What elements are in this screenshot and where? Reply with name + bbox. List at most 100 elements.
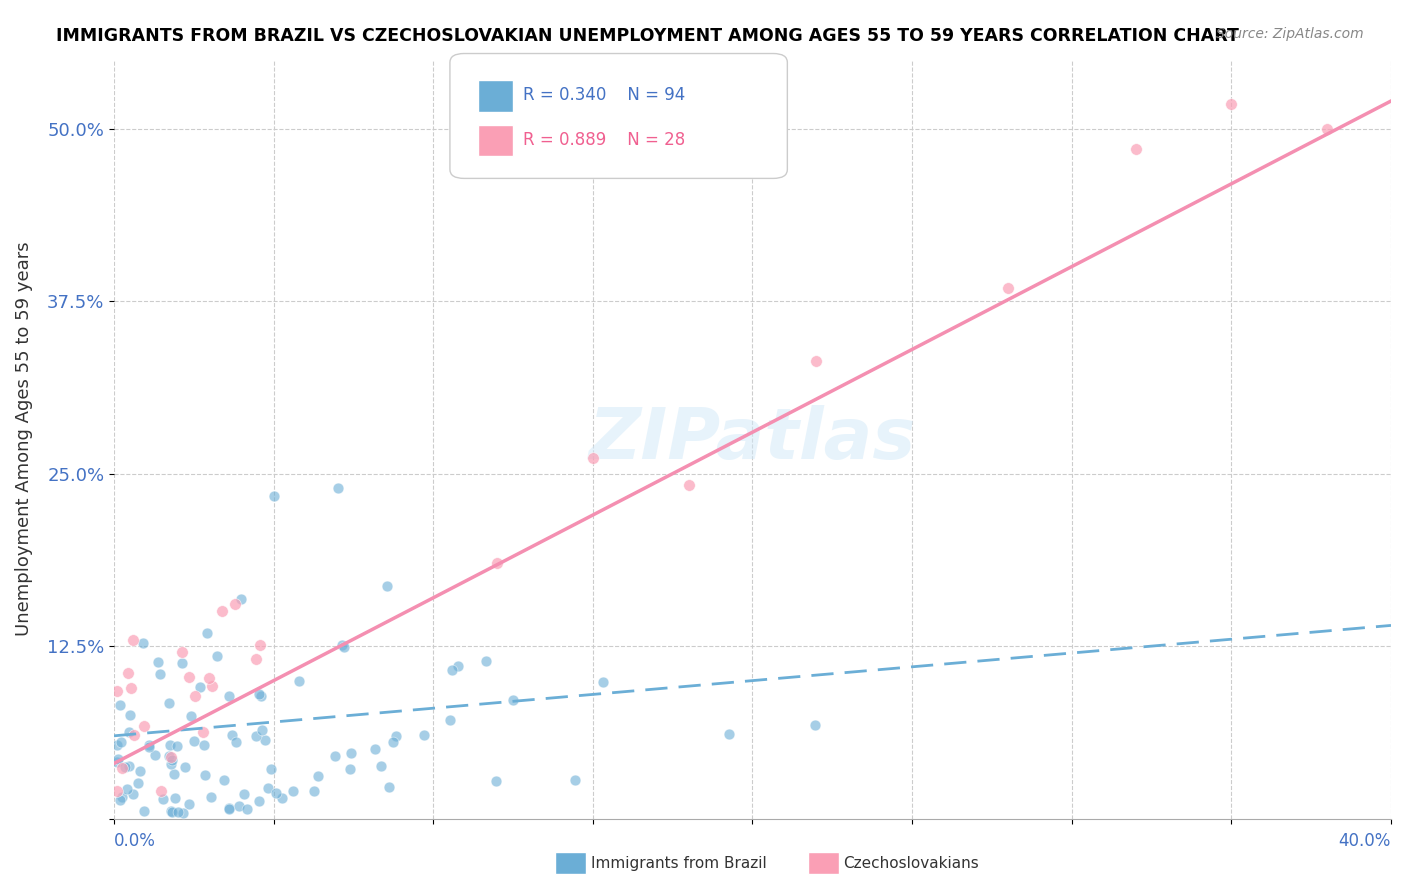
Point (121, 633, 143, 648)
Point (120, 681, 142, 695)
Point (200, 679, 222, 693)
Point (160, 753, 183, 767)
Point (167, 805, 190, 819)
Point (252, 723, 274, 737)
Point (718, 727, 741, 741)
Point (105, 784, 128, 798)
Point (157, 748, 180, 763)
Point (254, 733, 277, 747)
Point (184, 690, 207, 704)
Point (218, 802, 240, 816)
Point (370, 758, 392, 772)
Point (183, 733, 205, 747)
Point (592, 674, 614, 689)
Y-axis label: Unemployment Among Ages 55 to 59 years: Unemployment Among Ages 55 to 59 years (15, 242, 32, 636)
Point (439, 714, 461, 728)
Point (163, 767, 186, 781)
Point (247, 687, 270, 701)
Point (134, 719, 156, 733)
Point (205, 648, 228, 663)
Point (340, 746, 363, 760)
Point (177, 797, 200, 812)
Point (236, 802, 259, 816)
Point (118, 724, 141, 739)
Point (323, 749, 346, 764)
Point (218, 689, 240, 703)
Point (233, 787, 256, 801)
Point (114, 760, 136, 774)
Text: Czechoslovakians: Czechoslovakians (844, 856, 980, 871)
Point (188, 680, 211, 694)
Text: 40.0%: 40.0% (1339, 832, 1391, 850)
Point (302, 784, 325, 798)
Point (107, 752, 129, 766)
Point (441, 663, 464, 677)
Point (149, 667, 172, 681)
Point (193, 739, 215, 753)
Point (157, 696, 180, 710)
Point (1316, 121, 1339, 136)
Point (486, 556, 509, 570)
Point (105, 683, 128, 698)
Point (191, 725, 214, 739)
Point (132, 804, 155, 818)
Point (110, 793, 132, 807)
Point (105, 755, 128, 769)
Point (307, 769, 329, 783)
Point (194, 768, 217, 782)
Point (263, 489, 285, 503)
Point (173, 759, 195, 773)
Point (160, 805, 183, 819)
Point (582, 450, 605, 465)
Point (110, 735, 132, 749)
Point (1220, 96, 1243, 111)
Point (179, 670, 201, 684)
Point (1125, 142, 1147, 156)
Point (564, 772, 586, 787)
Point (165, 790, 187, 805)
Point (249, 689, 271, 703)
Point (170, 657, 193, 671)
Point (249, 638, 271, 652)
Point (224, 597, 246, 611)
Point (245, 729, 267, 743)
Point (159, 750, 181, 764)
Text: Source: ZipAtlas.com: Source: ZipAtlas.com (1216, 27, 1364, 41)
Point (117, 666, 139, 681)
Point (287, 673, 309, 688)
Point (200, 790, 222, 805)
Text: IMMIGRANTS FROM BRAZIL VS CZECHOSLOVAKIAN UNEMPLOYMENT AMONG AGES 55 TO 59 YEARS: IMMIGRANTS FROM BRAZIL VS CZECHOSLOVAKIA… (56, 27, 1239, 45)
Point (124, 728, 146, 742)
Point (115, 781, 138, 796)
Point (997, 281, 1019, 295)
Point (225, 735, 247, 749)
Point (447, 659, 470, 673)
Point (180, 708, 202, 723)
Point (159, 738, 181, 752)
Point (149, 784, 172, 798)
Point (118, 759, 141, 773)
Point (375, 579, 398, 593)
Point (111, 789, 134, 804)
Point (111, 761, 134, 775)
Point (333, 640, 356, 655)
Point (264, 786, 287, 800)
Text: R = 0.340    N = 94: R = 0.340 N = 94 (523, 87, 685, 104)
Point (105, 739, 128, 753)
Point (110, 698, 132, 712)
Point (160, 804, 183, 818)
Point (122, 787, 145, 801)
Point (198, 671, 221, 685)
Point (143, 748, 166, 763)
Point (260, 762, 283, 776)
Point (127, 776, 149, 790)
Point (138, 738, 160, 752)
Text: 0.0%: 0.0% (114, 832, 156, 850)
Point (228, 799, 250, 814)
Point (339, 762, 361, 776)
Point (152, 792, 174, 806)
Point (256, 781, 278, 796)
Point (212, 772, 235, 787)
Point (382, 735, 405, 749)
Point (129, 764, 152, 778)
